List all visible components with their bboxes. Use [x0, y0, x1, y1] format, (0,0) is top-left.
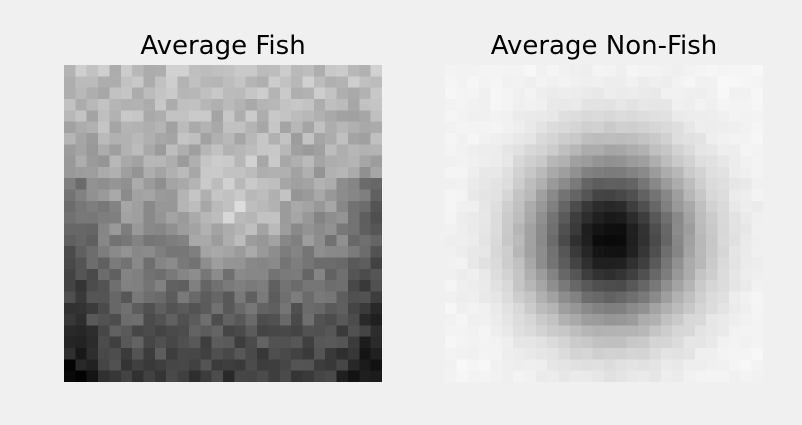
- average-fish-image: [64, 65, 382, 382]
- average-non-fish-image: [445, 65, 763, 382]
- panel-title-average-fish: Average Fish: [140, 31, 306, 61]
- panel-title-average-non-fish: Average Non-Fish: [490, 31, 718, 61]
